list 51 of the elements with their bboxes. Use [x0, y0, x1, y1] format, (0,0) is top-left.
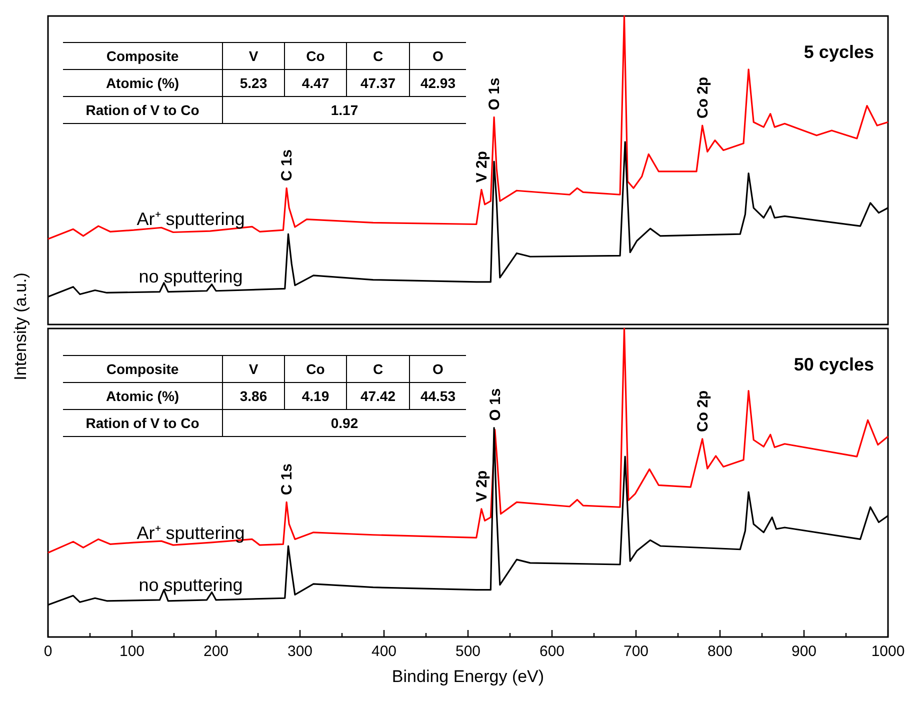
- annotation: O 1s: [486, 388, 504, 421]
- x-tick-label: 0: [44, 643, 52, 660]
- annotation: Co: [284, 42, 346, 70]
- x-tick-label: 900: [791, 643, 817, 660]
- series-label: Ar⁺ sputtering: [136, 209, 245, 230]
- annotation: Atomic (%): [63, 382, 222, 409]
- series-label: no sputtering: [138, 266, 243, 287]
- text: 5 cycles: [804, 42, 874, 62]
- annotation: V: [222, 42, 284, 70]
- annotation: Composite: [63, 42, 222, 70]
- annotation: Ration of V to Co: [63, 96, 222, 124]
- annotation: O: [410, 355, 466, 382]
- annotation: 5.23: [222, 70, 284, 96]
- text: 50 cycles: [794, 354, 874, 374]
- annotation: O 1s: [486, 78, 504, 110]
- annotation: 0.92: [222, 409, 466, 436]
- series-label: Ar⁺ sputtering: [136, 522, 245, 543]
- x-tick-label: 700: [623, 643, 649, 660]
- annotation: Atomic (%): [63, 70, 222, 96]
- annotation: 4.19: [284, 382, 346, 409]
- annotation: Co 2p: [694, 390, 712, 432]
- x-tick-label: 600: [539, 643, 565, 660]
- annotation: 3.86: [222, 382, 284, 409]
- annotation: 42.93: [410, 70, 466, 96]
- y-axis-title: Intensity (a.u.): [11, 272, 30, 380]
- x-tick-label: 300: [287, 643, 313, 660]
- x-tick-label: 500: [455, 643, 481, 660]
- annotation: 44.53: [410, 382, 466, 409]
- annotation: O: [410, 42, 466, 70]
- x-tick-label: 200: [203, 643, 229, 660]
- annotation: Co 2p: [694, 76, 712, 119]
- x-tick-label: 100: [119, 643, 145, 660]
- annotation: 47.42: [346, 382, 410, 409]
- annotation: C 1s: [278, 464, 296, 496]
- annotation: Ration of V to Co: [63, 409, 222, 436]
- x-tick-label: 800: [707, 643, 733, 660]
- annotation: V: [222, 355, 284, 382]
- annotation: C 1s: [278, 149, 296, 182]
- annotation: C: [346, 355, 410, 382]
- annotation: V 2p: [473, 470, 490, 502]
- annotation: Co: [284, 355, 346, 382]
- annotation: 1.17: [222, 96, 466, 124]
- annotation: 47.37: [346, 70, 410, 96]
- x-tick-label: 1000: [871, 643, 905, 660]
- x-axis-title: Binding Energy (eV): [392, 667, 544, 686]
- x-tick-label: 400: [371, 643, 397, 660]
- annotation: 4.47: [284, 70, 346, 96]
- annotation: C: [346, 42, 410, 70]
- annotation: Composite: [63, 355, 222, 382]
- series-label: no sputtering: [138, 574, 243, 595]
- annotation: V 2p: [473, 151, 490, 183]
